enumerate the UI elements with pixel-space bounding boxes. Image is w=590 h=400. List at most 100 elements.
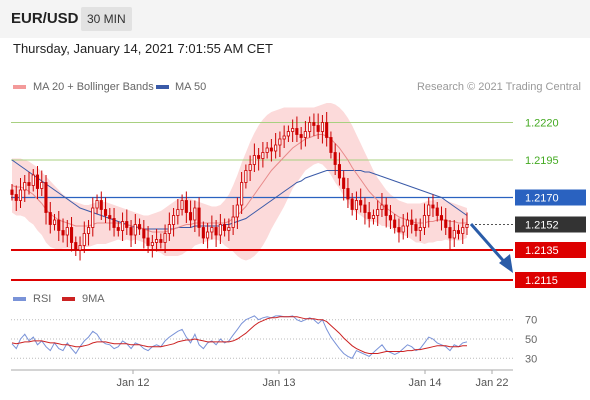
- level-label-box-support: [515, 242, 586, 258]
- candle-body: [48, 212, 52, 225]
- candle-body: [133, 224, 137, 236]
- rsi-tick-label: 30: [525, 353, 537, 365]
- candle-body: [235, 204, 239, 218]
- candle-body: [214, 227, 218, 236]
- candle-body: [456, 230, 460, 234]
- candle-body: [222, 224, 227, 231]
- candle-body: [401, 225, 405, 233]
- candle-body: [244, 170, 248, 183]
- candle-body: [163, 233, 167, 243]
- candle-body: [87, 227, 91, 234]
- candle-body: [35, 174, 39, 189]
- candle-body: [350, 198, 354, 210]
- candle-body: [397, 227, 401, 233]
- x-tick-label: Jan 14: [408, 377, 441, 389]
- level-labels-layer: 1.2220 1.2195 1.2170 1.2152 1.2135 1.2115: [515, 118, 586, 288]
- currency-pair-title: EUR/USD: [11, 10, 79, 27]
- rsi-ma-line: [11, 316, 467, 354]
- candle-body: [180, 200, 184, 210]
- candle-body: [112, 218, 116, 228]
- candle-body: [53, 219, 57, 225]
- candle-body: [231, 216, 235, 228]
- candle-body: [342, 177, 346, 189]
- level-label-resistance: 1.2195: [525, 155, 559, 167]
- candle-body: [23, 182, 27, 191]
- ma9-legend-swatch: [62, 297, 75, 301]
- candle-body: [414, 224, 418, 231]
- candle-body: [14, 194, 18, 201]
- candle-body: [129, 227, 133, 236]
- candle-body: [431, 204, 435, 209]
- level-label-pivot: 1.2170: [525, 193, 559, 205]
- candle-body: [308, 122, 312, 132]
- candle-body: [70, 227, 74, 243]
- candle-body: [57, 219, 61, 231]
- candle-body: [44, 182, 48, 213]
- candle-body: [452, 230, 456, 239]
- candle-body: [40, 182, 44, 189]
- rsi-legend-swatch: [13, 297, 26, 301]
- candle-body: [291, 128, 295, 132]
- ma50-legend-swatch: [156, 85, 169, 89]
- candle-body: [248, 164, 252, 171]
- candle-body: [27, 182, 31, 186]
- candle-body: [116, 227, 120, 231]
- candle-body: [184, 200, 188, 213]
- header-bar: EUR/USD 30 MIN: [0, 0, 590, 38]
- rsi-grid: 30 50 70: [11, 315, 537, 365]
- candle-body: [227, 227, 231, 231]
- x-tick-label: Jan 13: [262, 377, 295, 389]
- candle-body: [104, 209, 108, 216]
- candle-body: [282, 135, 286, 140]
- x-tick-label: Jan 12: [116, 377, 149, 389]
- candle-body: [99, 200, 103, 210]
- candle-body: [384, 204, 388, 216]
- candle-body: [439, 215, 443, 221]
- candle-body: [422, 215, 426, 228]
- ma50-line: [11, 159, 468, 230]
- x-tick-label: Jan 22: [475, 377, 508, 389]
- levels-layer: [11, 122, 513, 281]
- candle-body: [333, 152, 337, 165]
- candle-body: [171, 215, 176, 225]
- candle-body: [159, 239, 163, 243]
- candle-body: [461, 227, 465, 234]
- candle-body: [367, 212, 371, 219]
- candle-body: [435, 207, 439, 216]
- timeframe-badge[interactable]: 30 MIN: [81, 7, 132, 31]
- main-legend: MA 20 + Bollinger Bands MA 50 Research ©…: [13, 81, 581, 93]
- forecast-arrow-shaft: [469, 223, 510, 267]
- candle-body: [176, 209, 180, 216]
- level-label-current: 1.2152: [525, 220, 559, 232]
- candle-body: [167, 224, 171, 234]
- candle-body: [405, 219, 409, 227]
- candle-body: [61, 230, 65, 236]
- candle-body: [210, 227, 214, 233]
- candle-body: [10, 189, 14, 195]
- candles-layer: [10, 112, 469, 261]
- candle-body: [31, 174, 35, 186]
- candle-body: [363, 204, 367, 213]
- level-label-box-current: [515, 216, 586, 233]
- level-label-box-pivot: [515, 189, 586, 206]
- bollinger-legend-swatch: [13, 85, 26, 89]
- candle-body: [65, 227, 69, 236]
- candle-body: [240, 182, 244, 206]
- ma9-legend-label: 9MA: [82, 293, 105, 305]
- candle-body: [205, 231, 210, 239]
- candle-body: [303, 131, 307, 138]
- level-label-resistance: 1.2220: [525, 118, 559, 130]
- candle-body: [197, 207, 201, 228]
- copyright-text: Research © 2021 Trading Central: [417, 81, 581, 93]
- rsi-line: [11, 315, 468, 359]
- price-panel: 1.2220 1.2195 1.2170 1.2152 1.2135 1.2115: [10, 103, 586, 288]
- candle-body: [265, 147, 269, 153]
- candle-body: [393, 219, 397, 228]
- candle-body: [299, 134, 303, 138]
- candle-body: [91, 207, 95, 228]
- candle-body: [257, 155, 261, 159]
- candle-body: [137, 224, 142, 230]
- candle-body: [371, 215, 375, 219]
- candle-body: [316, 125, 320, 132]
